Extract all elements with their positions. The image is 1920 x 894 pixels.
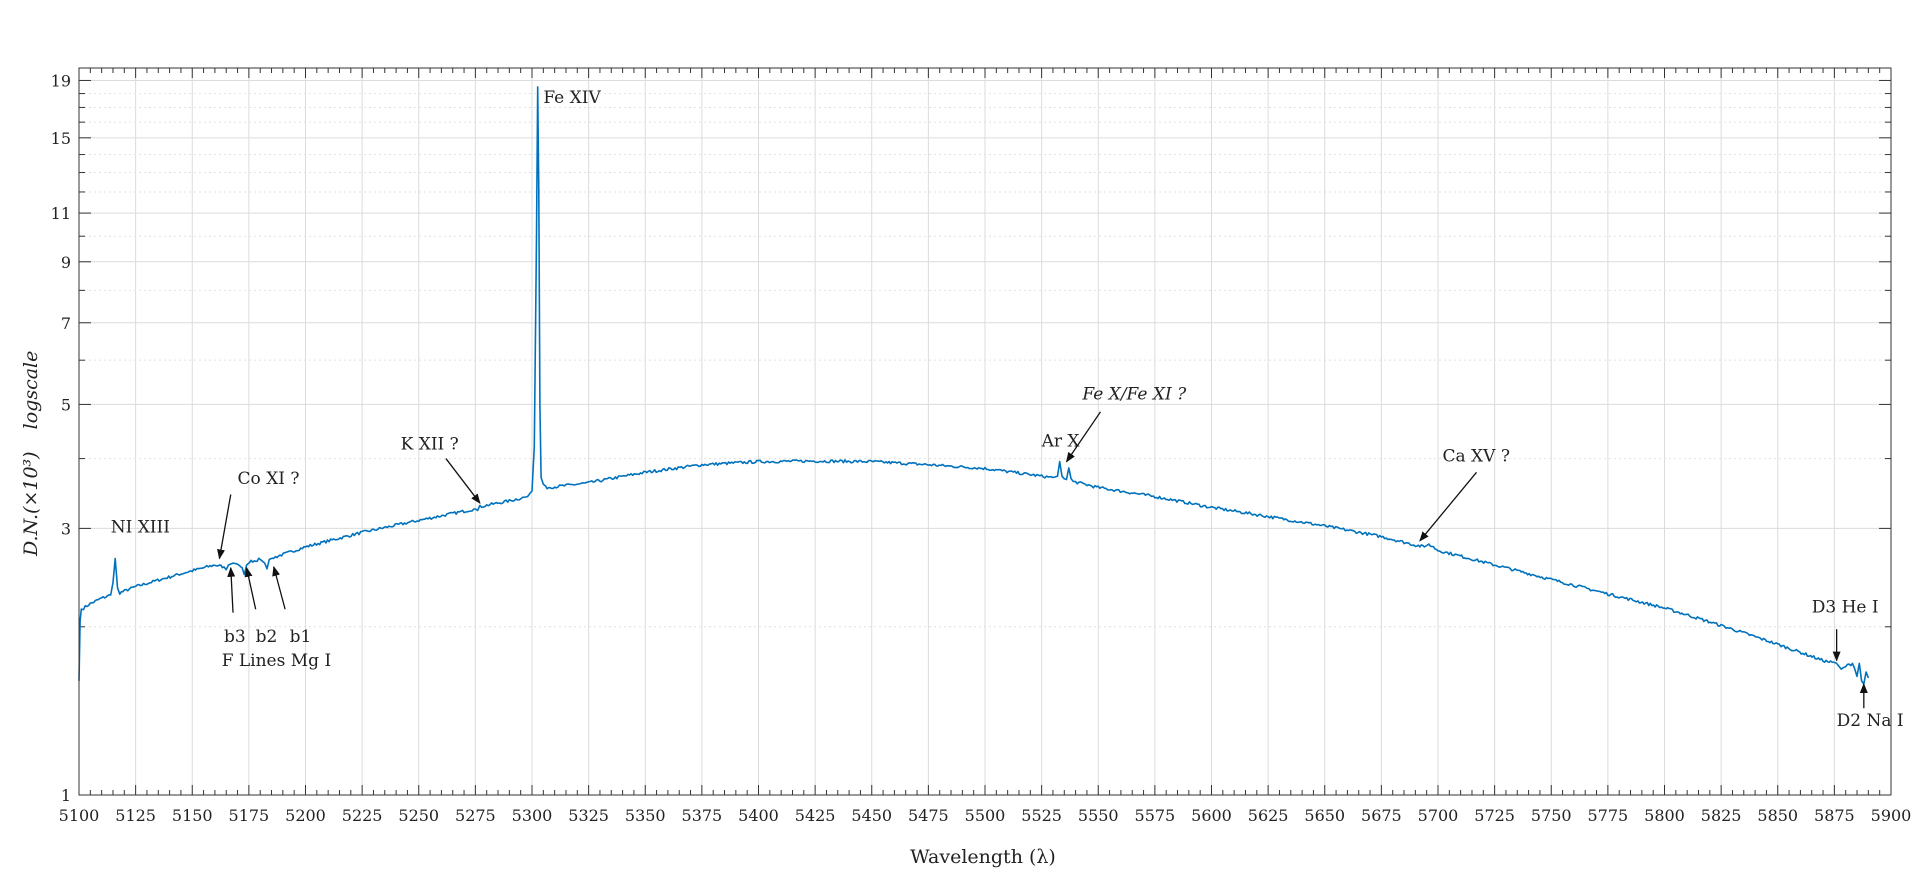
x-tick-labels: 5100 5125 5150 5175 5200 5225 5250 5275 5300 5325… [59, 806, 1912, 825]
annotation-label: D2 Na I [1837, 711, 1904, 731]
x-tick-label: 5700 [1418, 806, 1459, 825]
annotation-label: NI XIII [111, 517, 170, 537]
annotation-arrow [244, 566, 257, 610]
x-tick-label: 5350 [625, 806, 666, 825]
grid [78, 67, 1892, 796]
y-tick-label: 7 [61, 314, 71, 333]
annotation-label: b2 [256, 627, 278, 647]
y-tick-label: 11 [51, 204, 71, 223]
y-axis-label: D.N.(×10³) [20, 451, 42, 557]
plot-frame [78, 67, 1892, 796]
x-tick-label: 5625 [1248, 806, 1289, 825]
x-tick-label: 5150 [172, 806, 213, 825]
annotation-label: Ar X [1041, 432, 1081, 452]
x-tick-label: 5725 [1474, 806, 1515, 825]
x-tick-label: 5100 [59, 806, 100, 825]
y-axis-scale-label: logscale [20, 351, 42, 430]
annotation-label: b3 [224, 627, 246, 647]
x-tick-label: 5450 [851, 806, 892, 825]
y-tick-labels: 1 3 5 7 9 11 15 19 [51, 71, 71, 805]
x-tick-label: 5775 [1588, 806, 1629, 825]
x-tick-label: 5575 [1135, 806, 1176, 825]
y-tick-label: 1 [61, 786, 71, 805]
x-tick-label: 5275 [455, 806, 496, 825]
x-tick-label: 5675 [1361, 806, 1402, 825]
x-axis-label: Wavelength (λ) [910, 846, 1056, 868]
annotation-label: F Lines Mg I [222, 651, 331, 671]
x-tick-label: 5550 [1078, 806, 1119, 825]
x-tick-label: 5225 [342, 806, 383, 825]
annotation-arrow [445, 458, 481, 504]
spectrum-line [78, 86, 1870, 685]
y-tick-label: 9 [61, 253, 71, 272]
x-tick-label: 5750 [1531, 806, 1572, 825]
x-tick-label: 5325 [568, 806, 609, 825]
line-annotations: Fe XIV NI XIII Co XI ? K XII ? Ar X Fe X/Fe X… [111, 88, 1904, 731]
x-tick-label: 5300 [512, 806, 553, 825]
y-tick-label: 19 [51, 71, 71, 90]
x-tick-label: 5175 [229, 806, 270, 825]
annotation-arrow [227, 566, 236, 613]
x-tick-label: 5850 [1757, 806, 1798, 825]
annotation-label: K XII ? [401, 435, 459, 455]
x-tick-label: 5650 [1304, 806, 1345, 825]
x-tick-label: 5600 [1191, 806, 1232, 825]
x-tick-label: 5500 [965, 806, 1006, 825]
annotation-label: Co XI ? [238, 469, 300, 489]
annotation-arrow [1419, 471, 1478, 542]
y-tick-label: 3 [61, 519, 71, 538]
x-tick-label: 5400 [738, 806, 779, 825]
annotation-arrow [272, 565, 286, 610]
x-tick-label: 5475 [908, 806, 949, 825]
x-tick-label: 5525 [1021, 806, 1062, 825]
x-tick-label: 5375 [682, 806, 723, 825]
annotation-label: Ca XV ? [1443, 447, 1510, 467]
annotation-label: Fe XIV [543, 88, 601, 108]
y-tick-label: 5 [61, 395, 71, 414]
x-tick-label: 5250 [398, 806, 439, 825]
x-tick-label: 5125 [115, 806, 156, 825]
x-tick-label: 5200 [285, 806, 326, 825]
x-tick-label: 5800 [1644, 806, 1685, 825]
y-tick-label: 15 [51, 129, 71, 148]
annotation-label: b1 [290, 627, 312, 647]
x-tick-label: 5825 [1701, 806, 1742, 825]
x-tick-label: 5875 [1814, 806, 1855, 825]
x-tick-label: 5425 [795, 806, 836, 825]
annotation-arrow [1065, 411, 1102, 463]
annotation-label: Fe X/Fe XI ? [1081, 385, 1187, 405]
annotation-label: D3 He I [1812, 598, 1879, 618]
x-tick-label: 5900 [1871, 806, 1912, 825]
annotation-arrow [217, 494, 232, 560]
